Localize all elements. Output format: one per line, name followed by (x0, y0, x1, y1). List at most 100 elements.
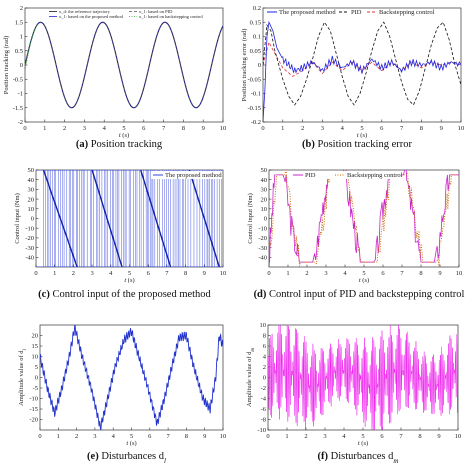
legend: The proposed method PID Backstepping contr… (267, 9, 435, 16)
y-tick-label: 40 (261, 177, 268, 184)
y-tick-label: -10 (25, 225, 34, 232)
panel-caption: (e) Disturbances dl (87, 451, 166, 465)
y-tick-label: -15 (29, 406, 38, 413)
legend-label: x_d: the reference trajectory (59, 9, 111, 14)
y-tick-label: 5 (35, 364, 38, 371)
y-tick-label: -6 (261, 406, 267, 413)
y-axis-label: Position tracking error (rad) (241, 29, 248, 102)
panel-caption: (c) Control input of the proposed method (38, 289, 211, 300)
y-tick-label: 10 (32, 354, 39, 361)
x-tick-label: 6 (148, 433, 152, 440)
x-tick-label: 4 (112, 433, 116, 440)
plot-frame (24, 7, 224, 123)
x-tick-label: 7 (399, 433, 403, 440)
x-tick-label: 3 (324, 270, 327, 277)
legend-label: The proposed method (279, 9, 336, 16)
x-tick-label: 6 (381, 270, 385, 277)
y-tick-label: -30 (25, 245, 34, 252)
legend-label: Backstepping control (347, 172, 403, 179)
x-tick-label: 9 (438, 270, 441, 277)
x-axis-label: t (s) (119, 132, 129, 139)
ramp-line (188, 170, 220, 267)
x-axis-label: t (s) (357, 132, 367, 139)
y-tick-label: 1.5 (15, 19, 23, 26)
x-tick-label: 4 (103, 125, 107, 132)
y-tick-label: 0.05 (250, 48, 261, 55)
chart-panel-0: 0 1 2 3 4 5 6 7 8 9 10 -2 -1.5 -1 -0.5 0 0.5 1 1.5 2 t (s) Po… (3, 5, 226, 150)
y-tick-label: -2 (18, 119, 23, 126)
ramp-line (91, 170, 123, 267)
y-tick-label: 1 (20, 34, 23, 41)
x-tick-label: 10 (455, 433, 462, 440)
x-tick-label: 0 (38, 433, 41, 440)
chart-panel-2: 0 1 2 3 4 5 6 7 8 9 10 -40 -30 -20 -10 0 10 20 30 40 50 t (s)… (14, 167, 226, 300)
y-tick-label: 0 (258, 62, 261, 69)
chart-panel-3: 0 1 2 3 4 5 6 7 8 9 10 -40 -30 -20 -10 0 10 20 30 40 50 t (s)… (247, 167, 465, 300)
x-tick-label: 5 (130, 433, 133, 440)
series-line-pid (269, 170, 459, 267)
y-tick-label: 0 (35, 375, 38, 382)
y-tick-label: 20 (32, 333, 39, 340)
x-tick-label: 7 (400, 270, 404, 277)
y-tick-label: -20 (29, 417, 38, 424)
y-tick-label: -0.2 (251, 119, 261, 126)
x-tick-label: 5 (128, 270, 131, 277)
y-tick-label: 0.2 (253, 5, 261, 12)
x-tick-label: 3 (321, 125, 324, 132)
y-tick-label: 10 (28, 206, 35, 213)
y-tick-label: -40 (258, 255, 267, 262)
y-tick-label: -1 (18, 91, 23, 98)
x-tick-label: 0 (261, 125, 264, 132)
x-tick-label: 6 (380, 433, 384, 440)
x-tick-label: 2 (304, 433, 307, 440)
y-tick-label: 50 (261, 167, 268, 174)
panel-caption: (d) Control input of PID and backsteppin… (254, 289, 465, 300)
y-axis-label: Position tracking (rad) (3, 36, 10, 95)
x-tick-label: 4 (343, 270, 347, 277)
series-switching-bars (43, 170, 222, 267)
y-tick-label: 0.5 (15, 48, 23, 55)
x-tick-label: 0 (266, 433, 269, 440)
y-tick-label: 2 (20, 5, 23, 12)
x-tick-label: 7 (400, 125, 404, 132)
chart-panel-5: 0 1 2 3 4 5 6 7 8 9 10 -10 -8 -6 -4 -2 0 2 4 6 8 10 t (s) Ampli… (246, 322, 462, 465)
y-tick-label: -10 (257, 427, 266, 434)
x-tick-label: 7 (165, 270, 169, 277)
x-tick-label: 9 (202, 125, 205, 132)
x-tick-label: 8 (182, 125, 185, 132)
y-tick-label: -8 (261, 417, 266, 424)
legend-box (151, 171, 222, 179)
x-tick-label: 10 (220, 270, 227, 277)
x-tick-label: 8 (184, 270, 187, 277)
legend-label: x_1: based on the proposed method (59, 14, 124, 19)
x-tick-label: 4 (342, 433, 346, 440)
legend-label: x_1: based on PID (139, 9, 173, 14)
series-line-pid (263, 21, 461, 106)
y-tick-label: 10 (261, 206, 268, 213)
x-tick-label: 1 (285, 433, 288, 440)
chart-panel-4: 0 1 2 3 4 5 6 7 8 9 10 -20 -15 -10 -5 0 5 10 15 20 t (s) Ampl… (18, 324, 226, 465)
legend: PID Backstepping control (291, 171, 403, 179)
x-tick-label: 5 (122, 125, 125, 132)
y-tick-label: -20 (25, 235, 34, 242)
y-tick-label: 20 (261, 196, 268, 203)
y-tick-label: 8 (263, 333, 266, 340)
x-tick-label: 2 (75, 433, 78, 440)
x-tick-label: 0 (34, 270, 37, 277)
y-tick-label: -10 (258, 225, 267, 232)
y-axis-label: Control input (Nm) (14, 193, 21, 244)
legend-label: x_1: based on backstepping control (139, 14, 203, 19)
y-tick-label: -5 (33, 385, 38, 392)
y-tick-label: -0.1 (251, 91, 261, 98)
x-axis-label: t (s) (126, 440, 136, 447)
panel-caption: (b) Position tracking error (302, 139, 412, 150)
plot-frame (262, 7, 462, 123)
x-tick-label: 10 (220, 125, 227, 132)
plot-frame (39, 324, 224, 431)
series-line-dl (40, 325, 223, 430)
y-tick-label: 0 (31, 216, 34, 223)
y-tick-label: -30 (258, 245, 267, 252)
y-tick-label: 0 (263, 375, 266, 382)
x-tick-label: 4 (109, 270, 113, 277)
